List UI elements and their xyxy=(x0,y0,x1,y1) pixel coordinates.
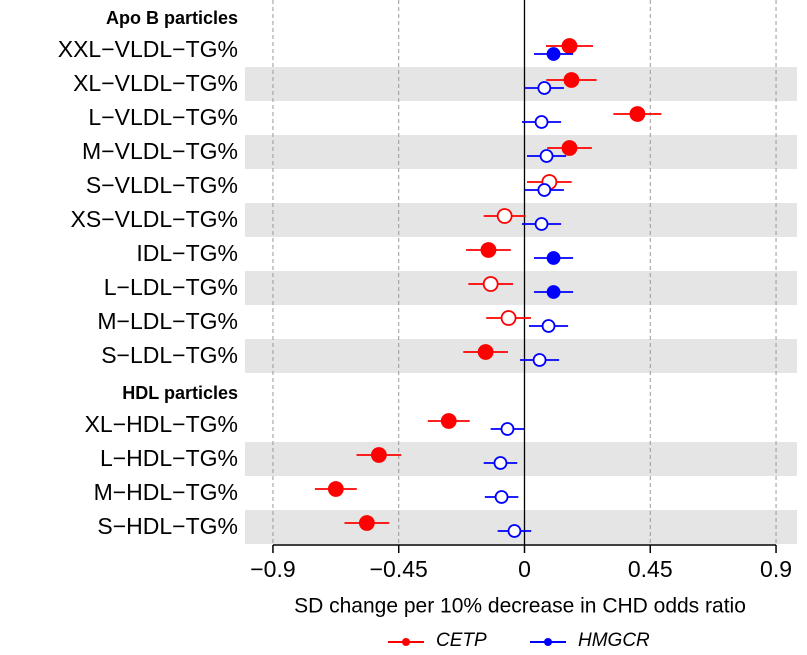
point xyxy=(539,149,554,163)
row-band xyxy=(245,67,797,101)
category-label: IDL−TG% xyxy=(136,240,238,266)
point xyxy=(327,481,344,497)
point xyxy=(561,38,578,54)
point xyxy=(370,447,387,463)
legend-label: HMGCR xyxy=(578,630,650,651)
point xyxy=(537,81,552,95)
point xyxy=(507,524,522,538)
point xyxy=(563,72,580,88)
point xyxy=(482,276,499,292)
point xyxy=(493,456,508,470)
category-label: L−VLDL−TG% xyxy=(88,104,238,130)
point xyxy=(496,208,513,224)
x-tick-label: −0.9 xyxy=(250,556,295,582)
point xyxy=(534,217,549,231)
point xyxy=(629,106,646,122)
background xyxy=(245,67,797,544)
row-band xyxy=(245,339,797,373)
row-band xyxy=(245,271,797,305)
category-label: XL−VLDL−TG% xyxy=(73,70,238,96)
point xyxy=(480,242,497,258)
point xyxy=(494,490,509,504)
row-band xyxy=(245,203,797,237)
category-label: XS−VLDL−TG% xyxy=(71,206,238,232)
x-tick-label: 0.9 xyxy=(760,556,792,582)
legend-marker xyxy=(402,638,410,646)
category-label: M−HDL−TG% xyxy=(94,479,238,505)
category-label: XXL−VLDL−TG% xyxy=(58,36,238,62)
category-label: S−HDL−TG% xyxy=(97,513,238,539)
grid xyxy=(272,0,777,545)
category-label: L−HDL−TG% xyxy=(100,445,238,471)
category-label: M−VLDL−TG% xyxy=(82,138,238,164)
point xyxy=(500,310,517,326)
point xyxy=(546,285,561,299)
point xyxy=(532,353,547,367)
category-label: S−VLDL−TG% xyxy=(86,172,238,198)
legend-label: CETP xyxy=(436,630,487,651)
point xyxy=(546,251,561,265)
category-label: XL−HDL−TG% xyxy=(85,411,238,437)
row-band xyxy=(245,510,797,544)
point xyxy=(358,515,375,531)
category-label: M−LDL−TG% xyxy=(97,308,238,334)
point xyxy=(477,344,494,360)
point xyxy=(440,413,457,429)
point xyxy=(537,183,552,197)
point xyxy=(534,115,549,129)
category-label: S−LDL−TG% xyxy=(101,342,238,368)
row-band xyxy=(245,135,797,169)
category-label: L−LDL−TG% xyxy=(104,274,238,300)
point xyxy=(541,319,556,333)
x-tick-label: 0 xyxy=(518,556,531,582)
x-tick-label: 0.45 xyxy=(628,556,673,582)
point xyxy=(546,47,561,61)
group-header: HDL particles xyxy=(122,383,238,403)
group-header: Apo B particles xyxy=(106,8,238,28)
x-tick-label: −0.45 xyxy=(370,556,428,582)
row-band xyxy=(245,442,797,476)
legend-marker xyxy=(544,638,552,646)
point xyxy=(500,422,515,436)
x-axis-title: SD change per 10% decrease in CHD odds r… xyxy=(294,595,746,618)
point xyxy=(561,140,578,156)
